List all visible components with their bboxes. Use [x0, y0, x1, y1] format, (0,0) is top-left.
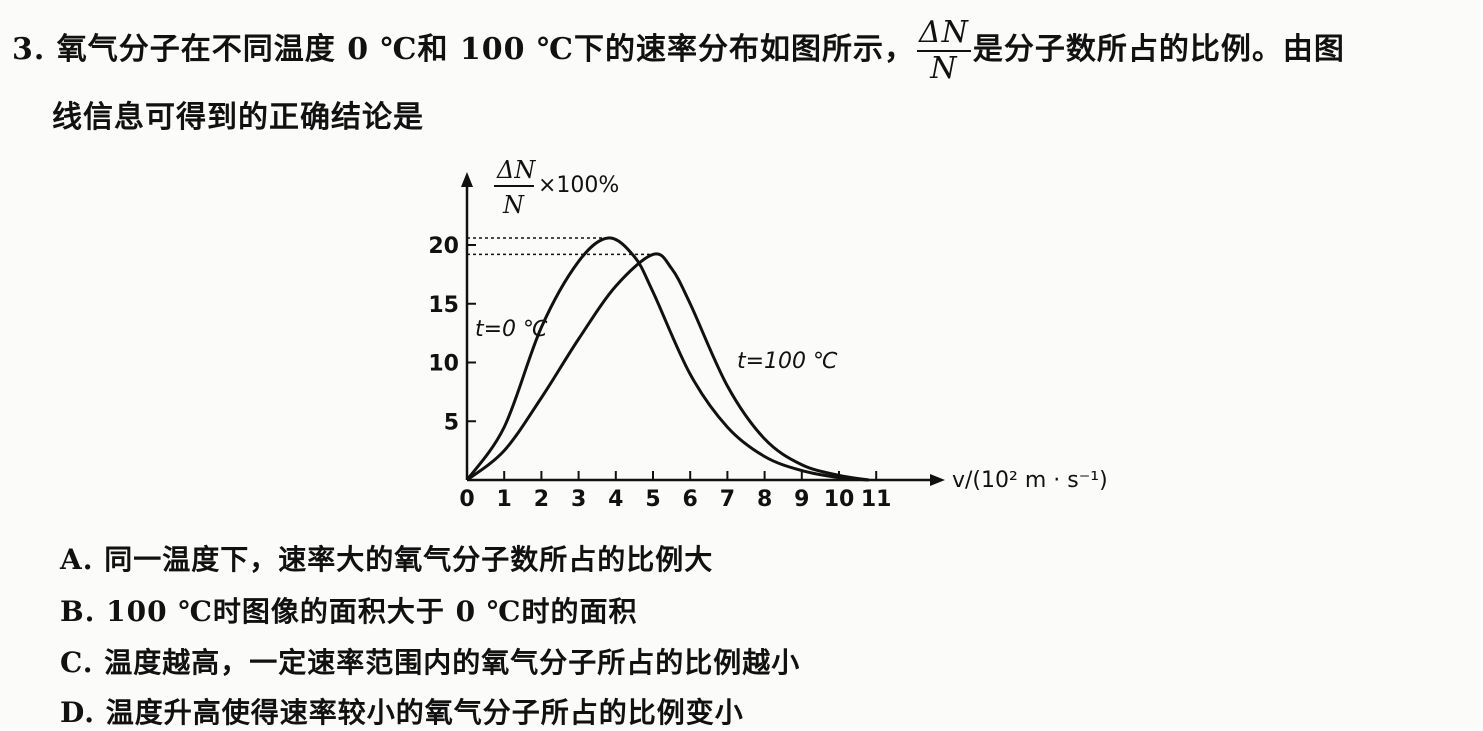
y-axis-label-numerator: ΔN [496, 156, 536, 184]
x-tick-label: 5 [645, 487, 660, 512]
question-number: 3. [12, 32, 46, 67]
question-line-1: 3. 氧气分子在不同温度 0 ℃和 100 ℃下的速率分布如图所示， ΔN N 是分子… [12, 18, 1345, 84]
y-tick-label: 15 [428, 293, 459, 318]
question-text-1a: 氧气分子在不同温度 0 ℃和 100 ℃下的速率分布如图所示， [56, 32, 915, 67]
curve-100c [466, 252, 869, 482]
series-label-0c: t=0 ℃ [475, 317, 548, 342]
x-tick-label: 1 [497, 487, 512, 512]
chart-curves [465, 236, 869, 482]
x-axis-arrow [930, 474, 945, 486]
x-tick-label: 10 [824, 487, 855, 512]
x-tick-label: 11 [861, 487, 892, 512]
option-c: C. 温度越高，一定速率范围内的氧气分子所占的比例越小 [60, 646, 801, 679]
y-tick-label: 10 [428, 352, 459, 377]
x-tick-label: 0 [459, 487, 474, 512]
curve-0c [465, 236, 869, 482]
y-axis-arrow [461, 172, 473, 187]
y-axis-label-suffix: ×100% [538, 173, 619, 198]
x-tick-label: 9 [794, 487, 809, 512]
chart-labels: ΔN N ×100% v/(10² m · s⁻¹) t=0 ℃ t=100 ℃ [475, 156, 1108, 493]
fraction-numerator: ΔN [916, 15, 971, 52]
x-tick-label: 6 [683, 487, 698, 512]
x-tick-label: 2 [534, 487, 549, 512]
y-tick-label: 5 [444, 410, 459, 435]
option-a: A. 同一温度下，速率大的氧气分子数所占的比例大 [60, 543, 714, 576]
x-tick-label: 3 [571, 487, 586, 512]
question-text-1b: 是分子数所占的比例。由图 [972, 32, 1345, 67]
x-tick-label: 8 [757, 487, 772, 512]
y-tick-label: 20 [428, 234, 459, 259]
option-d: D. 温度升高使得速率较小的氧气分子所占的比例变小 [60, 696, 744, 729]
x-tick-label: 4 [608, 487, 623, 512]
x-axis-label: v/(10² m · s⁻¹) [952, 468, 1108, 493]
series-label-100c: t=100 ℃ [737, 349, 838, 374]
fraction-denominator: N [930, 51, 958, 86]
question-line-2: 线信息可得到的正确结论是 [52, 100, 424, 135]
x-tick-label: 7 [720, 487, 735, 512]
option-b: B. 100 ℃时图像的面积大于 0 ℃时的面积 [60, 595, 638, 628]
y-axis-label-denominator: N [502, 191, 525, 219]
fraction-delta-n-over-n: ΔN N [916, 15, 971, 86]
